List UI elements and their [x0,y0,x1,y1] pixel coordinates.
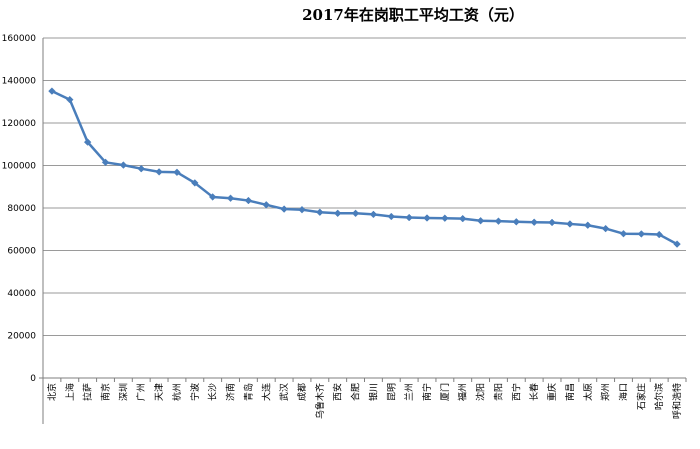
x-tick-label: 武汉 [278,383,290,401]
x-tick-label: 西宁 [510,383,522,401]
data-point [333,209,342,218]
data-point [316,208,324,217]
data-point [191,179,199,187]
y-tick-label: 60000 [7,247,36,257]
x-tick-label: 南京 [100,383,112,401]
x-tick-label: 南宁 [421,383,433,401]
x-tick-label: 济南 [225,383,237,401]
data-point [155,168,163,176]
x-tick-label: 郑州 [600,383,612,401]
x-tick-label: 青岛 [242,383,254,401]
data-point [119,161,128,169]
data-point [351,209,360,218]
x-tick-label: 沈阳 [475,383,487,401]
x-tick-label: 海口 [617,383,629,401]
x-tick-label: 上海 [64,383,76,401]
data-point [619,229,628,238]
axes [39,38,687,424]
x-tick-label: 成都 [296,383,308,401]
x-tick-label: 西安 [332,383,344,401]
y-tick-label: 120000 [2,119,37,129]
data-point [494,217,503,225]
x-tick-label: 贵阳 [492,383,504,401]
x-tick-label: 石家庄 [635,383,647,410]
x-axis-tick-labels: 北京 上海 拉萨 南京 深圳 广州 天津 杭州 宁波 长沙 济南 青岛 大连 武汉 成都 乌鲁木齐 西安 合肥 银川… [46,383,683,419]
x-tick-label: 广州 [135,383,147,401]
data-point [262,201,271,209]
data-point [208,193,217,201]
data-point [298,205,306,214]
series-line [51,90,678,246]
data-point [530,218,538,226]
data-point [476,216,485,225]
x-tick-label: 太原 [582,383,594,401]
y-tick-label: 80000 [7,204,36,214]
data-point [137,164,145,173]
data-point [173,168,181,177]
x-tick-label: 北京 [46,383,58,401]
data-point [369,210,378,219]
data-points [48,87,681,248]
data-point [441,214,449,222]
data-point [566,220,574,228]
y-tick-label: 140000 [2,77,37,87]
x-tick-label: 重庆 [546,383,558,401]
y-tick-label: 20000 [7,332,36,342]
data-point [66,95,74,104]
x-tick-label: 长沙 [207,383,219,401]
x-tick-label: 拉萨 [82,383,94,401]
y-tick-label: 40000 [7,289,36,299]
data-point [637,230,646,238]
x-tick-label: 哈尔滨 [653,383,665,410]
data-point [584,221,592,229]
data-point [655,230,663,239]
data-point [280,205,288,213]
x-tick-label: 杭州 [171,383,183,401]
x-tick-label: 福州 [457,383,469,401]
x-tick-label: 大连 [260,383,272,401]
x-tick-label: 南昌 [564,383,576,401]
data-point [405,213,413,222]
data-point [83,138,92,146]
y-tick-label: 160000 [2,34,37,44]
x-tick-label: 兰州 [403,383,415,401]
y-tick-label: 0 [30,374,36,384]
data-point [48,87,56,95]
x-tick-label: 厦门 [439,383,451,401]
data-point [244,196,253,205]
x-tick-label: 昆明 [386,383,397,401]
x-tick-label: 长春 [528,383,540,401]
data-point [101,158,110,167]
x-tick-label: 呼和浩特 [671,383,683,419]
data-point [226,194,235,202]
data-point [458,214,467,223]
data-point [673,240,681,248]
data-point [601,224,610,233]
y-axis-tick-labels: 0 20000 40000 60000 80000 100000 120000 140000 1… [2,34,37,384]
x-tick-label: 合肥 [350,383,362,401]
x-tick-label: 天津 [154,383,165,401]
gridlines [43,37,686,336]
x-tick-label: 深圳 [118,383,129,401]
x-tick-label: 乌鲁木齐 [314,383,326,419]
y-tick-label: 100000 [2,162,37,172]
chart-title: 2017年在岗职工平均工资（元） [302,6,524,24]
x-tick-label: 宁波 [189,383,201,401]
x-tick-label: 银川 [367,383,379,401]
data-point [548,218,556,227]
data-point [423,214,431,222]
data-point [387,212,396,221]
data-point [512,218,521,226]
series-average-wage [51,90,678,246]
